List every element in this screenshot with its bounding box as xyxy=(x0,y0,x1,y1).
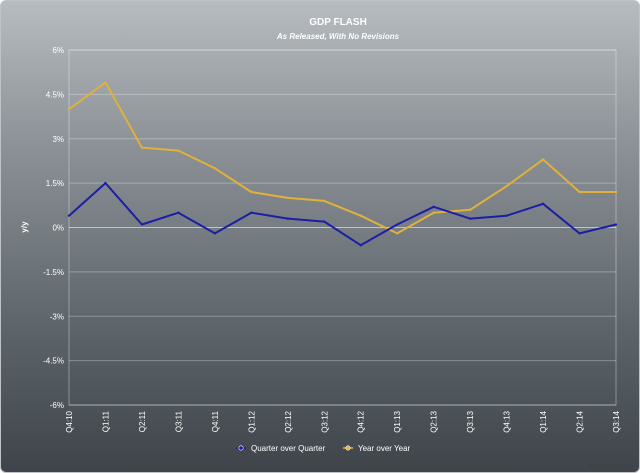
x-tick-label: Q1:13 xyxy=(393,410,402,432)
y-tick-label: 4.5% xyxy=(46,90,64,99)
legend-marker xyxy=(345,445,351,451)
data-point xyxy=(396,223,399,226)
data-point xyxy=(286,196,289,200)
chart-subtitle: As Released, With No Revisions xyxy=(276,32,400,41)
y-tick-label: 3% xyxy=(52,135,64,144)
y-tick-label: -1.5% xyxy=(43,268,64,277)
data-point xyxy=(213,167,217,170)
data-point xyxy=(323,220,326,223)
x-tick-label: Q3:12 xyxy=(320,410,329,432)
data-point xyxy=(67,214,71,217)
data-point xyxy=(614,223,618,226)
plot-area xyxy=(68,49,617,406)
data-point xyxy=(468,208,472,211)
data-point xyxy=(250,190,253,194)
series-line xyxy=(68,81,616,235)
data-point xyxy=(614,190,618,194)
data-point xyxy=(359,214,362,217)
x-tick-label: Q1:14 xyxy=(539,410,548,432)
x-tick-label: Q3:13 xyxy=(466,410,475,432)
x-tick-label: Q1:11 xyxy=(101,410,110,432)
y-tick-label: -4.5% xyxy=(43,357,64,366)
x-tick-label: Q3:11 xyxy=(174,410,183,432)
legend: Quarter over Quarter Year over Year xyxy=(236,444,411,453)
data-point xyxy=(140,146,144,149)
series-lines xyxy=(67,81,618,247)
data-point xyxy=(213,232,217,235)
x-tick-label: Q2:12 xyxy=(284,410,293,432)
source-brand: ECONODAY. xyxy=(589,463,633,469)
data-point xyxy=(432,205,435,208)
y-tick-label: 0% xyxy=(52,224,64,233)
x-tick-label: Q4:11 xyxy=(211,410,220,432)
x-tick-label: Q1:12 xyxy=(247,410,256,432)
data-point xyxy=(323,199,326,203)
data-point xyxy=(177,149,180,152)
x-tick-label: Q3:14 xyxy=(612,410,621,432)
chart-title: GDP FLASH xyxy=(309,17,367,28)
x-tick-label: Q2:11 xyxy=(138,410,147,432)
data-point xyxy=(359,244,362,247)
data-point xyxy=(578,190,581,194)
x-tick-label: Q2:13 xyxy=(430,410,439,432)
legend-label: Year over Year xyxy=(358,444,411,453)
x-tick-label: Q4:10 xyxy=(65,410,74,432)
x-tick-label: Q4:12 xyxy=(357,410,366,432)
data-point xyxy=(541,202,545,206)
data-point xyxy=(286,217,289,220)
series-line xyxy=(68,182,617,247)
y-tick-label: 6% xyxy=(52,46,64,55)
data-point xyxy=(177,211,180,214)
data-point xyxy=(541,158,545,161)
x-tick-label: Q2:14 xyxy=(576,410,585,432)
y-tick-label: -3% xyxy=(50,312,64,321)
data-point xyxy=(140,223,144,226)
data-point xyxy=(505,214,508,217)
data-point xyxy=(432,211,435,214)
legend-label: Quarter over Quarter xyxy=(251,444,326,453)
x-tick-label: Q4:13 xyxy=(503,410,512,432)
data-point xyxy=(578,232,581,235)
data-point xyxy=(505,184,508,188)
y-axis-label: y/y xyxy=(20,221,29,233)
y-axis-ticks: 6% 4.5% 3% 1.5% 0% -1.5% -3% -4.5% -6% xyxy=(43,46,64,410)
data-point xyxy=(468,217,472,220)
data-point xyxy=(250,211,253,214)
legend-marker xyxy=(238,445,244,451)
y-tick-label: -6% xyxy=(50,401,64,410)
data-point xyxy=(104,181,107,185)
y-tick-label: 1.5% xyxy=(46,179,64,188)
x-axis-ticks: Q4:10 Q1:11 Q2:11 Q3:11 Q4:11 Q1:12 Q2:12 Q3:12… xyxy=(65,410,621,432)
grid-lines xyxy=(68,49,617,406)
data-point xyxy=(104,81,107,84)
data-point xyxy=(396,232,399,235)
data-point xyxy=(67,107,71,111)
